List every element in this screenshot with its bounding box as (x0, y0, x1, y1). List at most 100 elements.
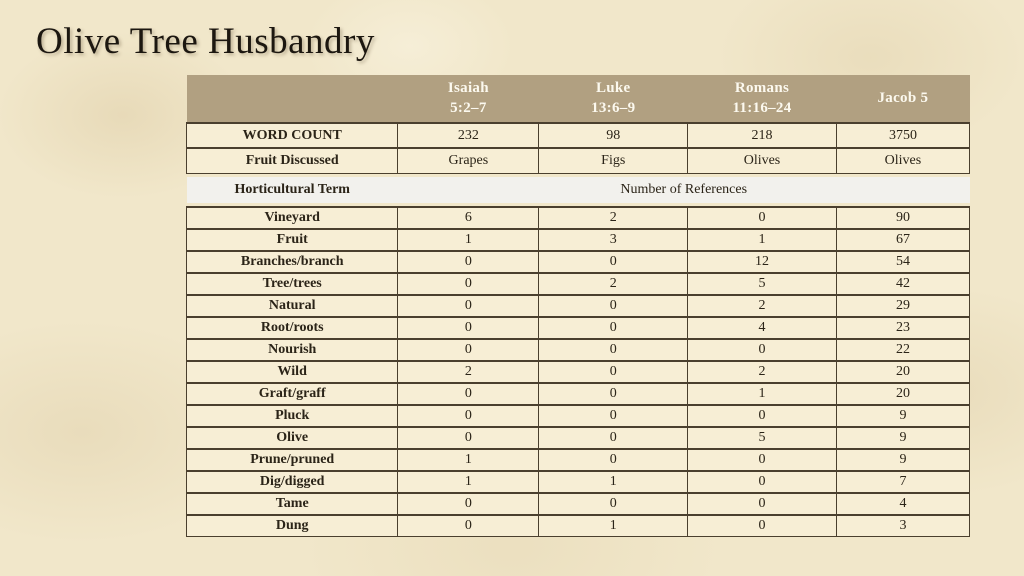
term-row: Prune/pruned 1 0 0 9 (185, 447, 971, 471)
row-value: 232 (397, 122, 540, 149)
row-value: 0 (538, 359, 689, 383)
passage-name: Jacob 5 (877, 89, 929, 106)
row-value: 0 (538, 249, 689, 273)
row-value: 0 (397, 337, 540, 361)
term-row: Wild 2 0 2 20 (185, 359, 971, 383)
row-value: 23 (835, 315, 971, 339)
term-row: Dig/digged 1 1 0 7 (185, 469, 971, 493)
section-label-horticultural-term: Horticultural Term (234, 181, 350, 197)
row-value: 20 (835, 359, 971, 383)
term-row: Root/roots 0 0 4 23 (185, 315, 971, 339)
row-label: WORD COUNT (185, 122, 399, 149)
row-value: 1 (397, 227, 540, 251)
row-label: Tree/trees (185, 271, 399, 295)
row-value: 0 (687, 513, 837, 537)
row-value: 0 (397, 491, 540, 515)
row-label: Fruit (185, 227, 399, 251)
scripture-comparison-table: Isaiah 5:2–7 Luke 13:6–9 Romans 11:16–24 Jacob… (185, 75, 971, 537)
row-value: 5 (687, 271, 837, 295)
row-value: Olives (835, 147, 971, 174)
row-value: 0 (687, 403, 837, 427)
passage-verses: 13:6–9 (591, 99, 636, 116)
row-label: Fruit Discussed (185, 147, 399, 174)
row-value: 2 (397, 359, 540, 383)
term-row: Nourish 0 0 0 22 (185, 337, 971, 361)
row-label: Branches/branch (185, 249, 399, 273)
row-label: Dig/digged (185, 469, 399, 493)
header-corner-cell (186, 75, 398, 123)
row-value: 0 (538, 447, 689, 471)
header-passage-luke: Luke 13:6–9 (538, 75, 688, 123)
term-row: Pluck 0 0 0 9 (185, 403, 971, 427)
row-value: 3750 (835, 122, 971, 149)
row-value: 0 (397, 293, 540, 317)
row-value: 0 (687, 447, 837, 471)
passage-name: Isaiah (447, 80, 489, 96)
row-value: 0 (397, 315, 540, 339)
row-value: 0 (397, 381, 540, 405)
row-value: 218 (687, 122, 837, 149)
header-passage-jacob-5: Jacob 5 (836, 75, 970, 123)
passage-name: Luke (595, 80, 631, 96)
row-value: 42 (835, 271, 971, 295)
table-header-row: Isaiah 5:2–7 Luke 13:6–9 Romans 11:16–24 Jacob… (186, 75, 970, 123)
row-value: 2 (538, 271, 689, 295)
header-passage-romans: Romans 11:16–24 (687, 75, 837, 123)
row-label: Tame (185, 491, 399, 515)
row-value: 1 (687, 227, 837, 251)
row-value: 0 (538, 491, 689, 515)
row-value: 0 (538, 293, 689, 317)
row-label: Olive (185, 425, 399, 449)
term-row: Graft/graff 0 0 1 20 (185, 381, 971, 405)
row-value: 12 (687, 249, 837, 273)
row-value: 0 (397, 271, 540, 295)
term-row: Branches/branch 0 0 12 54 (185, 249, 971, 273)
section-row-group: Horticultural Term Number of References (186, 173, 970, 207)
section-band: Horticultural Term Number of References (186, 176, 970, 203)
row-value: 0 (538, 337, 689, 361)
row-value: 2 (538, 205, 689, 229)
term-row: Fruit 1 3 1 67 (185, 227, 971, 251)
row-value: 0 (538, 425, 689, 449)
row-value: 20 (835, 381, 971, 405)
passage-name: Romans (734, 80, 790, 96)
row-value: 3 (538, 227, 689, 251)
row-label: Root/roots (185, 315, 399, 339)
row-label: Vineyard (185, 205, 399, 229)
row-value: 1 (397, 469, 540, 493)
row-label: Graft/graff (185, 381, 399, 405)
row-label: Dung (185, 513, 399, 537)
row-value: Grapes (397, 147, 540, 174)
row-label: Natural (185, 293, 399, 317)
row-value: 4 (835, 491, 971, 515)
section-header-row: Horticultural Term Number of References (186, 173, 970, 207)
meta-row: Fruit Discussed Grapes Figs Olives Olives (185, 147, 971, 174)
term-row: Tame 0 0 0 4 (185, 491, 971, 515)
row-value: 98 (538, 122, 689, 149)
table-header: Isaiah 5:2–7 Luke 13:6–9 Romans 11:16–24 Jacob… (186, 75, 970, 123)
row-value: 0 (397, 403, 540, 427)
passage-verses: 11:16–24 (732, 99, 792, 116)
row-value: Olives (687, 147, 837, 174)
row-value: 0 (687, 205, 837, 229)
header-passage-isaiah: Isaiah 5:2–7 (397, 75, 539, 123)
row-value: 4 (687, 315, 837, 339)
row-value: 67 (835, 227, 971, 251)
row-value: 22 (835, 337, 971, 361)
row-value: 29 (835, 293, 971, 317)
row-value: 1 (538, 469, 689, 493)
row-value: 0 (538, 403, 689, 427)
row-value: 0 (538, 381, 689, 405)
row-value: 0 (397, 425, 540, 449)
data-rows: Vineyard 6 2 0 90 Fruit 1 3 1 67 Branches/branch 0 0… (185, 205, 971, 537)
row-value: 1 (397, 447, 540, 471)
meta-row: WORD COUNT 232 98 218 3750 (185, 122, 971, 149)
row-value: 9 (835, 447, 971, 471)
row-value: 2 (687, 293, 837, 317)
row-value: 2 (687, 359, 837, 383)
row-value: 7 (835, 469, 971, 493)
row-value: Figs (538, 147, 689, 174)
row-value: 90 (835, 205, 971, 229)
row-value: 6 (397, 205, 540, 229)
